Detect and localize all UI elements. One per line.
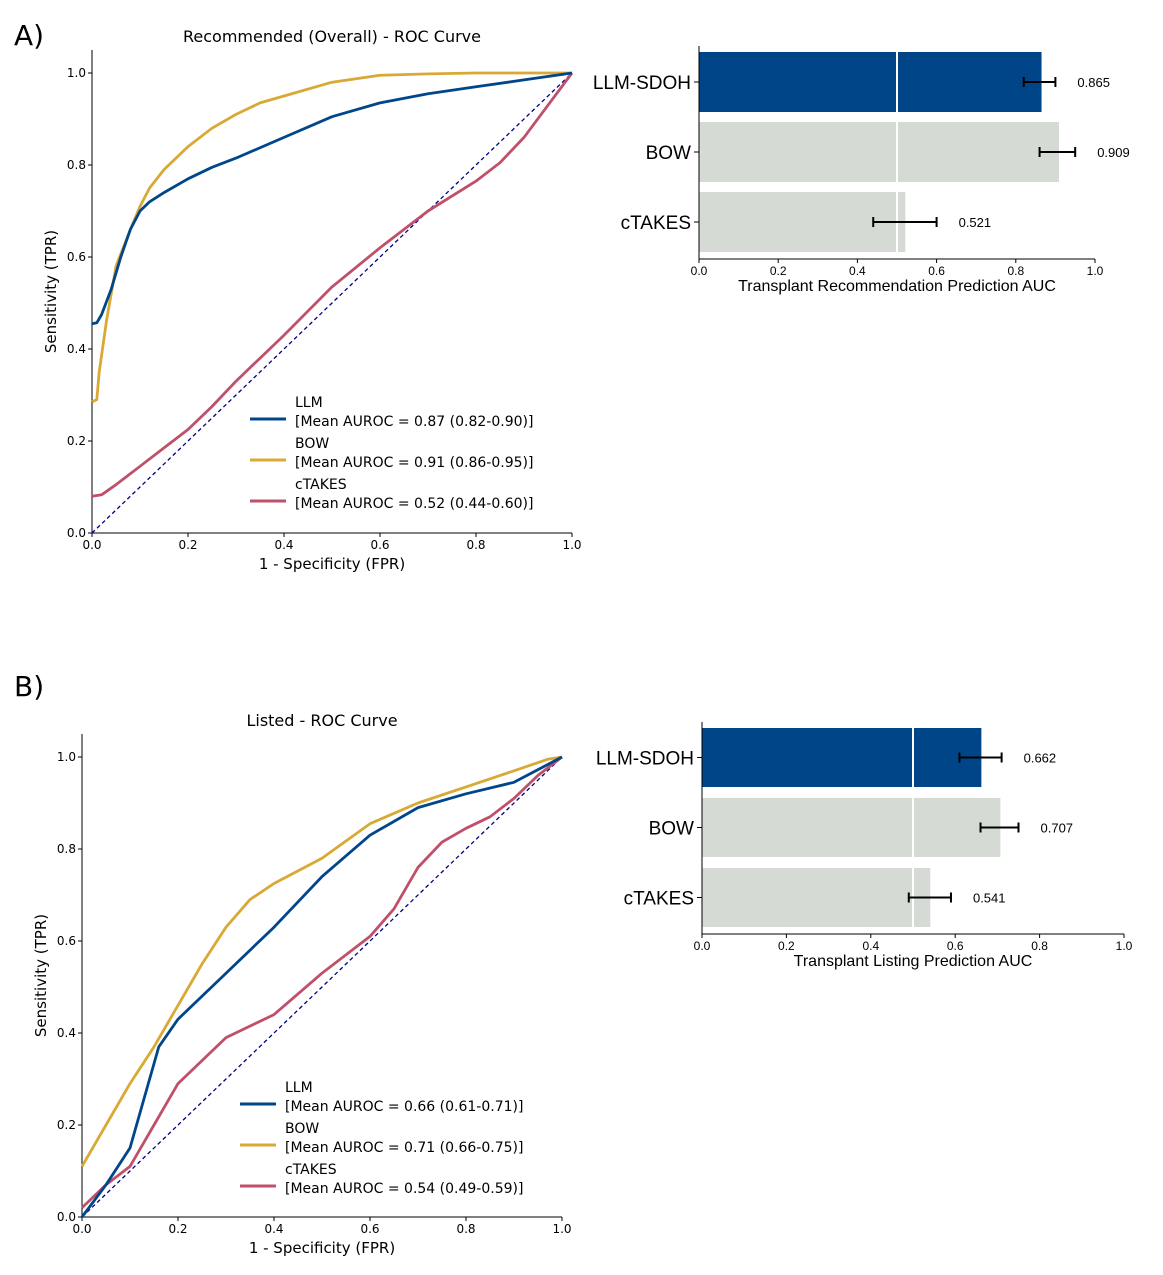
legend-label: LLM (295, 395, 323, 411)
bar-bow (699, 122, 1059, 182)
category-label: BOW (646, 143, 691, 164)
x-tick-label: 1.0 (1116, 939, 1133, 953)
x-tick-label: 0.4 (862, 939, 879, 953)
y-tick-label: 0.4 (57, 1026, 76, 1040)
x-axis-label: 1 - Specificity (FPR) (249, 1239, 395, 1257)
bar-bow (702, 798, 1001, 857)
x-tick-label: 1.0 (562, 538, 581, 552)
x-tick-label: 0.6 (928, 264, 945, 278)
y-tick-label: 0.8 (57, 842, 76, 856)
chart-title: Listed - ROC Curve (246, 711, 397, 730)
chance-diagonal-line (81, 756, 563, 1218)
y-tick-label: 1.0 (57, 750, 76, 764)
chart-title: Recommended (Overall) - ROC Curve (183, 27, 481, 46)
x-tick-label: 1.0 (552, 1222, 571, 1236)
chance-diagonal-line (91, 72, 573, 534)
category-label: cTAKES (624, 889, 694, 910)
category-label: LLM-SDOH (596, 749, 694, 770)
x-tick-label: 0.4 (264, 1222, 283, 1236)
panel-a: A) 0.0 0.2 0.4 0.6 0.8 1.0 0.0 0.2 0.4 0.6 0.8 1.0 R… (14, 19, 1130, 573)
x-tick-label: 0.0 (694, 939, 711, 953)
y-tick-label: 0.2 (57, 1118, 76, 1132)
category-label: cTAKES (621, 213, 691, 234)
auc-bar-chart: LLM-SDOH BOW cTAKES 0.662 0.707 0.541 0.0 0.2 0.… (596, 722, 1133, 970)
category-label: LLM-SDOH (593, 73, 691, 94)
x-tick-label: 0.6 (360, 1222, 379, 1236)
legend: LLM [Mean AUROC = 0.87 (0.82-0.90)] BOW [Me… (250, 395, 533, 512)
legend-label: cTAKES (285, 1162, 337, 1178)
auc-bar-chart: LLM-SDOH BOW cTAKES 0.865 0.909 0.521 0.0 0.2 0.… (593, 46, 1130, 295)
x-axis-label: Transplant Listing Prediction AUC (794, 953, 1033, 970)
legend-auroc: [Mean AUROC = 0.71 (0.66-0.75)] (285, 1140, 523, 1156)
legend-label: BOW (285, 1121, 319, 1137)
y-tick-label: 1.0 (67, 66, 86, 80)
x-axis-label: Transplant Recommendation Prediction AUC (738, 278, 1056, 295)
bar-llm-sdoh (699, 52, 1042, 112)
x-tick-label: 0.0 (691, 264, 708, 278)
y-tick-label: 0.6 (57, 934, 76, 948)
roc-line-llm (80, 755, 563, 1218)
y-tick-label: 0.2 (67, 434, 86, 448)
legend-label: LLM (285, 1080, 313, 1096)
legend-auroc: [Mean AUROC = 0.91 (0.86-0.95)] (295, 455, 533, 471)
value-label: 0.909 (1097, 145, 1130, 160)
legend-auroc: [Mean AUROC = 0.54 (0.49-0.59)] (285, 1181, 523, 1197)
value-label: 0.707 (1041, 821, 1074, 836)
value-label: 0.865 (1077, 75, 1110, 90)
roc-line-ctakes (81, 755, 563, 1209)
x-tick-label: 0.4 (849, 264, 866, 278)
y-tick-label: 0.0 (57, 1210, 76, 1224)
roc-chart: 0.0 0.2 0.4 0.6 0.8 1.0 0.0 0.2 0.4 0.6 0.8 1.0 Reco… (42, 27, 582, 573)
x-tick-label: 0.2 (178, 538, 197, 552)
legend-label: cTAKES (295, 477, 347, 493)
x-tick-label: 0.2 (168, 1222, 187, 1236)
roc-chart: 0.0 0.2 0.4 0.6 0.8 1.0 0.0 0.2 0.4 0.6 0.8 1.0 List… (32, 711, 572, 1257)
x-tick-label: 0.8 (456, 1222, 475, 1236)
x-tick-label: 0.4 (274, 538, 293, 552)
y-tick-label: 0.0 (67, 526, 86, 540)
value-label: 0.541 (973, 891, 1006, 906)
bar-ctakes (702, 868, 931, 927)
x-tick-label: 0.6 (370, 538, 389, 552)
x-tick-label: 0.2 (770, 264, 787, 278)
roc-line-ctakes (91, 72, 574, 498)
roc-line-bow (91, 71, 572, 404)
x-tick-label: 0.8 (1031, 939, 1048, 953)
panel-b: B) 0.0 0.2 0.4 0.6 0.8 1.00.00.20.40.60.81.0L… (14, 670, 1133, 1257)
legend: LLM [Mean AUROC = 0.66 (0.61-0.71)] BOW [Me… (240, 1080, 523, 1197)
y-axis-label: Sensitivity (TPR) (32, 914, 50, 1037)
legend-auroc: [Mean AUROC = 0.52 (0.44-0.60)] (295, 496, 533, 512)
x-tick-label: 0.2 (778, 939, 795, 953)
legend-auroc: [Mean AUROC = 0.66 (0.61-0.71)] (285, 1099, 523, 1115)
panel-label: B) (14, 670, 44, 703)
panel-label: A) (14, 19, 44, 52)
bar-llm-sdoh (702, 728, 982, 787)
category-label: BOW (649, 819, 694, 840)
y-axis-label: Sensitivity (TPR) (42, 230, 60, 353)
x-tick-label: 0.0 (72, 1222, 91, 1236)
x-axis-label: 1 - Specificity (FPR) (259, 555, 405, 573)
legend-label: BOW (295, 436, 329, 452)
y-tick-label: 0.6 (67, 250, 86, 264)
y-tick-label: 0.4 (67, 342, 86, 356)
x-tick-label: 0.8 (1007, 264, 1024, 278)
x-tick-label: 1.0 (1087, 264, 1104, 278)
value-label: 0.521 (959, 215, 992, 230)
legend-auroc: [Mean AUROC = 0.87 (0.82-0.90)] (295, 414, 533, 430)
x-tick-label: 0.0 (82, 538, 101, 552)
roc-line-bow (80, 755, 563, 1168)
x-tick-label: 0.8 (466, 538, 485, 552)
value-label: 0.662 (1024, 751, 1057, 766)
bar-ctakes (699, 192, 906, 252)
roc-line-llm (91, 71, 573, 326)
x-tick-label: 0.6 (947, 939, 964, 953)
y-tick-label: 0.8 (67, 158, 86, 172)
